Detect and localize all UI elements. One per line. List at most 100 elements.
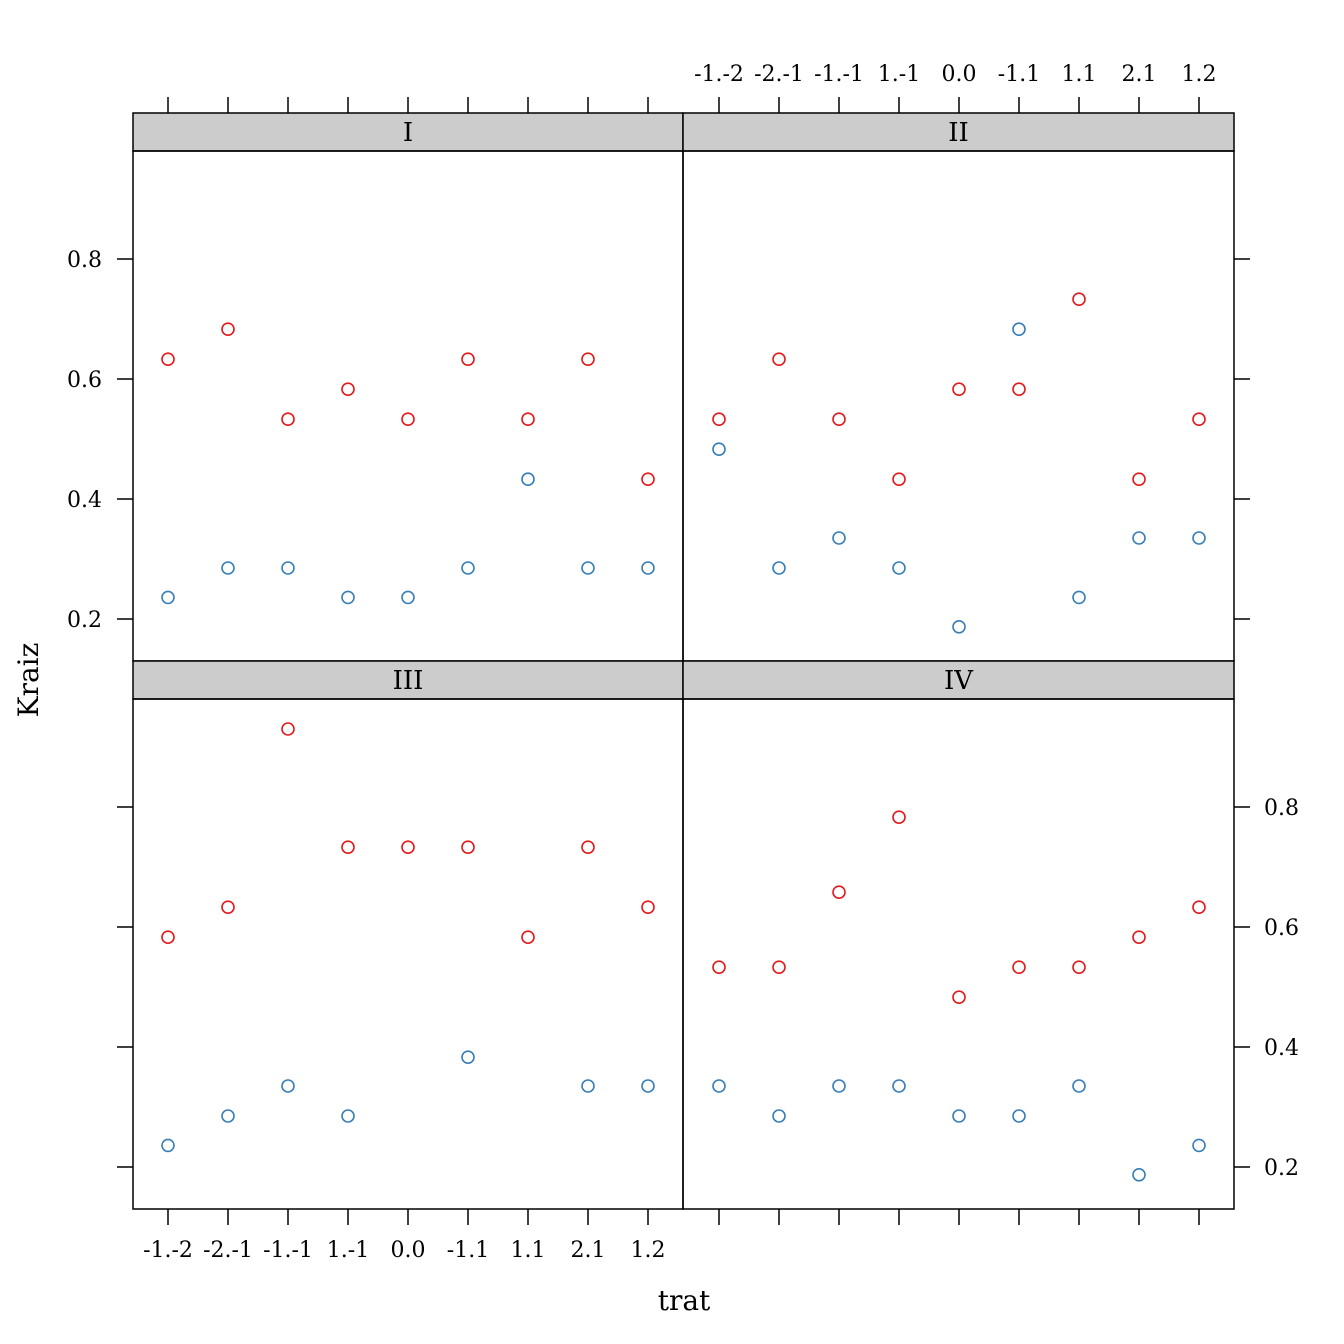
data-point [832, 412, 846, 427]
data-point [221, 1109, 235, 1123]
data-point [892, 472, 906, 487]
data-point [1192, 1138, 1206, 1153]
strip-background [682, 112, 1235, 152]
data-point [641, 472, 655, 487]
y-tick-label-right: 0.8 [1264, 796, 1299, 821]
data-point [461, 840, 475, 855]
data-point [461, 352, 475, 367]
data-point [341, 1109, 355, 1123]
data-point [401, 590, 415, 605]
x-tick-label-top: -1.1 [998, 62, 1040, 87]
data-point [952, 1109, 966, 1123]
data-point [1072, 292, 1086, 307]
data-point [1012, 960, 1026, 975]
data-point [341, 382, 355, 397]
data-point [521, 930, 535, 945]
data-point [712, 412, 726, 427]
y-tick-label-left: 0.4 [67, 488, 102, 513]
strip-label: III [393, 666, 424, 696]
x-tick-label-bottom: -1.-2 [143, 1238, 193, 1263]
data-point [341, 840, 355, 855]
data-point [161, 1138, 175, 1153]
data-point [1012, 322, 1026, 337]
panel-I: I [132, 112, 684, 662]
x-tick-label-top: -2.-1 [754, 62, 804, 87]
panel-frame [132, 698, 684, 1210]
data-point [832, 531, 846, 545]
data-point [581, 840, 595, 855]
data-point [401, 412, 415, 427]
panel-III: III [132, 660, 684, 1210]
strip-label: II [948, 118, 969, 148]
y-tick-label-right: 0.2 [1264, 1156, 1299, 1181]
x-tick-label-bottom: -1.1 [447, 1238, 489, 1263]
data-point [772, 960, 786, 975]
data-point [461, 561, 475, 575]
data-point [712, 1079, 726, 1093]
strip-background [132, 660, 684, 700]
data-point [1132, 472, 1146, 487]
data-point [1132, 1168, 1146, 1182]
x-tick-label-bottom: 1.-1 [327, 1238, 369, 1263]
x-tick-label-bottom: -1.-1 [263, 1238, 313, 1263]
data-point [1192, 412, 1206, 427]
data-point [221, 561, 235, 575]
data-point [461, 1050, 475, 1064]
data-point [832, 1079, 846, 1093]
x-tick-label-top: 1.2 [1182, 62, 1217, 87]
data-point [281, 412, 295, 427]
y-tick-label-right: 0.6 [1264, 916, 1299, 941]
x-tick-label-bottom: 1.2 [631, 1238, 666, 1263]
data-point [1192, 531, 1206, 545]
data-point [952, 382, 966, 397]
strip-background [132, 112, 684, 152]
data-point [1012, 1109, 1026, 1123]
data-point [952, 990, 966, 1005]
panel-frame [682, 698, 1235, 1210]
data-point [1072, 590, 1086, 605]
data-point [641, 561, 655, 575]
data-point [772, 561, 786, 575]
x-tick-label-top: 0.0 [942, 62, 977, 87]
data-point [1072, 1079, 1086, 1093]
data-point [1132, 531, 1146, 545]
axes-layer: -1.-2 -1.-2 -2.-1 -2.-1 -1.-1 -1.-1 1.-1 1.-1 0.… [67, 62, 1299, 1263]
data-point [221, 322, 235, 337]
y-tick-label-left: 0.8 [67, 248, 102, 273]
data-point [1192, 900, 1206, 915]
data-point [341, 590, 355, 605]
x-tick-label-bottom: 2.1 [571, 1238, 606, 1263]
data-point [581, 352, 595, 367]
data-point [161, 352, 175, 367]
strip-label: IV [944, 666, 974, 696]
y-tick-label-right: 0.4 [1264, 1036, 1299, 1061]
data-point [772, 1109, 786, 1123]
data-point [581, 561, 595, 575]
x-tick-label-top: -1.-1 [814, 62, 864, 87]
data-point [892, 1079, 906, 1093]
panel-IV: IV [682, 660, 1235, 1210]
data-point [281, 561, 295, 575]
x-tick-label-top: -1.-2 [694, 62, 744, 87]
data-point [641, 900, 655, 915]
strip-label: I [403, 118, 413, 148]
data-point [161, 590, 175, 605]
data-point [641, 1079, 655, 1093]
data-point [1132, 930, 1146, 945]
data-point [832, 885, 846, 900]
data-point [892, 561, 906, 575]
data-point [521, 412, 535, 427]
data-point [892, 810, 906, 825]
data-point [521, 472, 535, 487]
data-point [221, 900, 235, 915]
panel-frame [132, 150, 684, 662]
data-point [281, 722, 295, 736]
x-axis-title: trat [658, 1284, 711, 1317]
data-point [581, 1079, 595, 1093]
data-point [161, 930, 175, 945]
data-point [1072, 960, 1086, 975]
data-point [1012, 382, 1026, 397]
y-axis-title: Kraiz [12, 643, 45, 718]
